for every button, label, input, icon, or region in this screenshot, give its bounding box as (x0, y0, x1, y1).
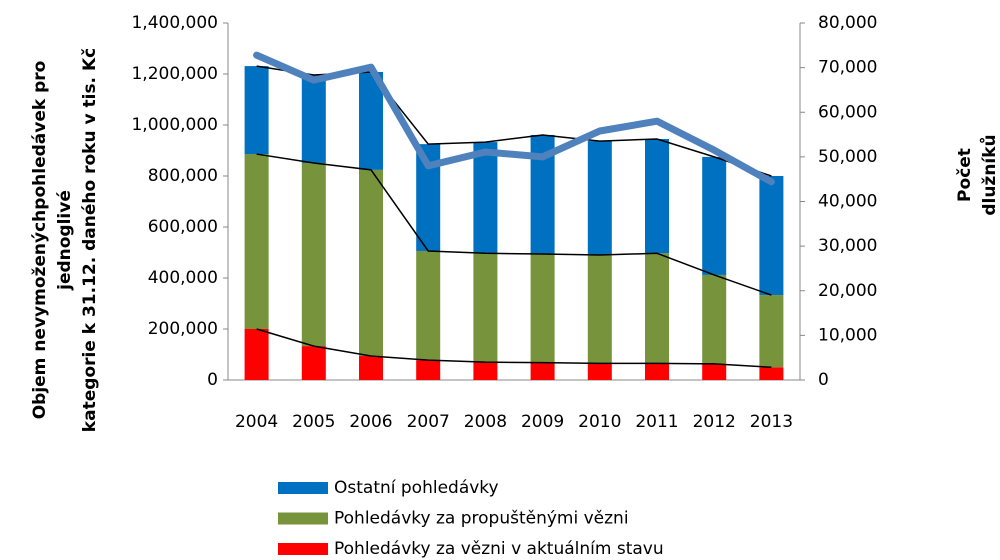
y-tick-label: 1,000,000 (131, 115, 218, 135)
y2-tick-label: 80,000 (818, 13, 877, 33)
y2-tick-label: 0 (818, 370, 829, 390)
series-line (256, 153, 772, 296)
y-tick-label: 200,000 (148, 319, 218, 339)
bar-segment (530, 254, 555, 363)
bar-segment (759, 295, 784, 368)
y2-axis-label: dlužníků (978, 134, 1000, 215)
y-tick-label: 400,000 (148, 268, 218, 288)
y2-tick-label: 70,000 (818, 58, 877, 78)
x-tick-label: 2006 (349, 412, 392, 432)
bar-segment (301, 346, 326, 380)
legend-label: Pohledávky za vězni v aktuálním stavu (334, 539, 664, 559)
bar-segment (587, 255, 612, 364)
legend-swatch (278, 512, 328, 525)
x-tick-label: 2013 (750, 412, 793, 432)
y-tick-label: 1,400,000 (131, 13, 218, 33)
y-axis-label: Objem nevymoženýchpohledávek pro (30, 61, 50, 420)
y-tick-label: 800,000 (148, 166, 218, 186)
bar-segment (645, 363, 669, 380)
y-tick-label: 0 (207, 370, 218, 390)
bar-segment (359, 169, 383, 357)
legend-label: Ostatní pohledávky (334, 478, 499, 498)
x-tick-label: 2010 (578, 412, 621, 432)
x-tick-label: 2008 (464, 412, 507, 432)
bar-segment (473, 142, 498, 254)
bar-segment (301, 75, 326, 163)
y-tick-label: 1,200,000 (131, 64, 218, 84)
bar-segment (587, 363, 612, 380)
bar-segment (759, 367, 784, 380)
bar-segment (416, 360, 441, 380)
bar-segment (530, 362, 555, 380)
bar-segment (301, 162, 326, 347)
bar-segment (702, 274, 727, 364)
bar-segment (244, 154, 269, 329)
y-tick-label: 600,000 (148, 217, 218, 237)
bar-segment (416, 250, 441, 361)
y2-tick-label: 40,000 (818, 192, 877, 212)
bar-segment (244, 329, 269, 380)
y2-tick-label: 60,000 (818, 102, 877, 122)
y2-tick-label: 20,000 (818, 281, 877, 301)
y-axis-label: kategorie k 31.12. daného roku v tis. Kč (80, 48, 100, 432)
x-tick-label: 2004 (235, 412, 278, 432)
bar-segment (645, 139, 669, 254)
y2-axis-label: Počet (955, 148, 975, 202)
y-axis-label: jednoglivé (55, 190, 75, 291)
legend-swatch (278, 482, 328, 494)
x-tick-label: 2009 (521, 412, 564, 432)
legend-swatch (278, 543, 328, 555)
x-tick-label: 2005 (292, 412, 335, 432)
bar-segment (473, 253, 498, 363)
bar-segment (702, 363, 727, 380)
bar-segment (759, 176, 784, 296)
x-tick-label: 2012 (693, 412, 736, 432)
x-tick-label: 2007 (407, 412, 450, 432)
bar-segment (587, 141, 612, 256)
bar-segment (359, 356, 383, 380)
line-series (253, 51, 775, 186)
series-line (256, 328, 772, 368)
y2-tick-label: 10,000 (818, 325, 877, 345)
bar-segment (244, 66, 269, 155)
bar-segment (473, 362, 498, 380)
bar-segment (359, 71, 383, 170)
x-tick-label: 2011 (635, 412, 678, 432)
legend-label: Pohledávky za propuštěnými vězni (334, 509, 629, 529)
series-line (256, 65, 772, 177)
y2-tick-label: 30,000 (818, 236, 877, 256)
bar-segment (702, 156, 727, 275)
y2-tick-label: 50,000 (818, 147, 877, 167)
bar-segment (645, 253, 669, 364)
